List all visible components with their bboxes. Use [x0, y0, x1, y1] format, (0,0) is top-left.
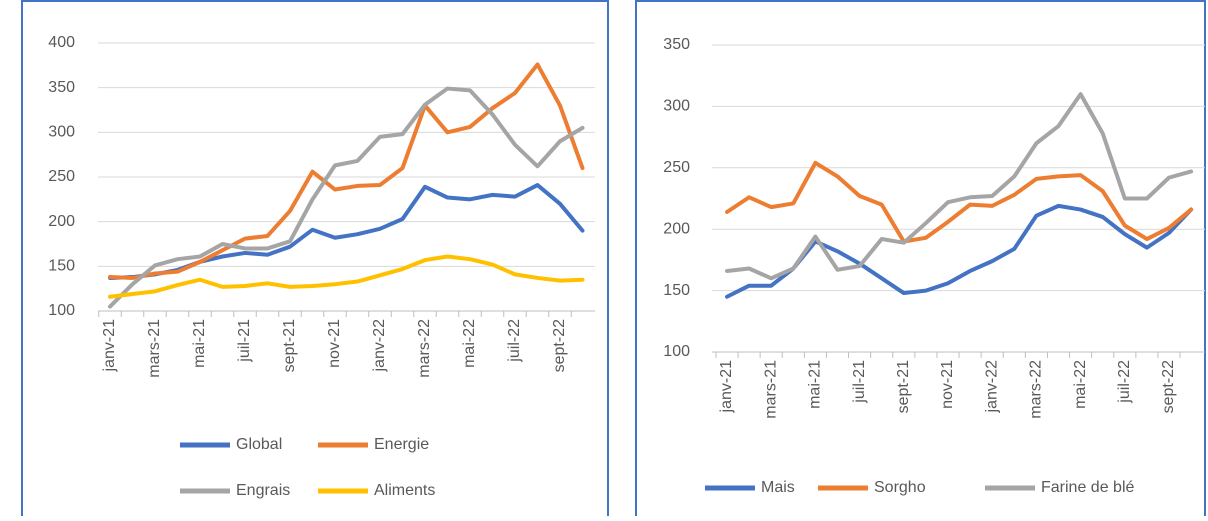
series-line	[108, 86, 585, 309]
x-tick-label: janv-21	[718, 360, 735, 414]
y-tick-label: 350	[48, 79, 75, 96]
x-tick-label: mars-22	[1028, 360, 1045, 419]
x-tick-label: mars-21	[762, 360, 779, 419]
x-tick-label: mai-22	[1072, 360, 1089, 409]
x-tick-label: juil-22	[506, 319, 523, 363]
y-tick-label: 250	[48, 168, 75, 185]
legend-label: Engrais	[236, 482, 290, 499]
y-tick-label: 350	[663, 36, 690, 53]
legend-label: Energie	[374, 436, 429, 453]
x-tick-label: sept-21	[281, 319, 298, 372]
x-tick-label: sept-21	[895, 360, 912, 413]
y-tick-label: 150	[663, 282, 690, 299]
x-tick-label: juil-22	[1116, 360, 1133, 404]
x-tick-label: nov-21	[326, 319, 343, 368]
series-line	[725, 160, 1194, 244]
series-line	[108, 62, 585, 280]
series-line	[108, 254, 585, 299]
series-line	[725, 92, 1194, 281]
y-tick-label: 300	[663, 98, 690, 115]
legend-label: Farine de blé	[1041, 479, 1134, 496]
y-tick-label: 100	[663, 343, 690, 360]
x-tick-label: mars-22	[416, 319, 433, 378]
legend-label: Global	[236, 436, 282, 453]
x-tick-label: nov-21	[939, 360, 956, 409]
y-tick-label: 200	[48, 213, 75, 230]
legend-label: Aliments	[374, 482, 435, 499]
y-tick-label: 250	[663, 159, 690, 176]
y-tick-label: 400	[48, 34, 75, 51]
y-tick-label: 200	[663, 220, 690, 237]
x-tick-label: janv-22	[983, 360, 1000, 414]
x-tick-label: mars-21	[146, 319, 163, 378]
x-tick-label: mai-21	[807, 360, 824, 409]
x-tick-label: mai-21	[191, 319, 208, 368]
legend-label: Mais	[761, 479, 795, 496]
legend-label: Sorgho	[874, 479, 926, 496]
x-tick-label: sept-22	[1160, 360, 1177, 413]
y-tick-label: 150	[48, 258, 75, 275]
x-tick-label: mai-22	[461, 319, 478, 368]
x-tick-label: janv-21	[101, 319, 118, 373]
x-tick-label: sept-22	[551, 319, 568, 372]
x-tick-label: juil-21	[236, 319, 253, 363]
series-line	[108, 183, 585, 280]
x-tick-label: janv-22	[371, 319, 388, 373]
x-tick-label: juil-21	[851, 360, 868, 404]
y-tick-label: 100	[48, 302, 75, 319]
y-tick-label: 300	[48, 124, 75, 141]
